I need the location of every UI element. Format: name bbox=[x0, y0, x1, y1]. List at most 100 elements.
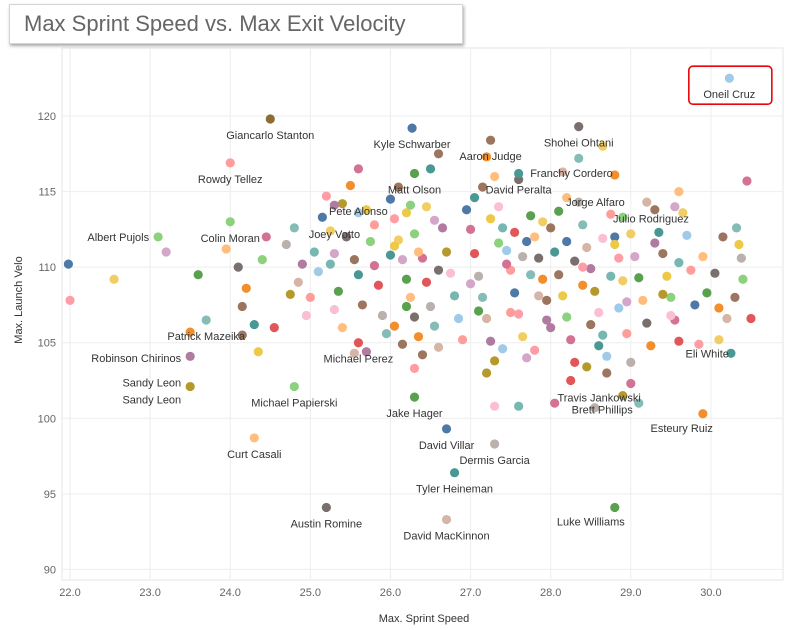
data-point bbox=[477, 292, 488, 302]
data-point bbox=[578, 262, 588, 272]
point-label: Travis Jankowski bbox=[557, 393, 640, 405]
x-tick-label: 23.0 bbox=[139, 587, 160, 599]
data-point bbox=[630, 251, 640, 262]
point-label: David MacKinnon bbox=[403, 531, 489, 543]
data-point bbox=[481, 313, 492, 324]
point-label: Dermis Garcia bbox=[459, 455, 530, 467]
data-point bbox=[550, 247, 560, 257]
data-point bbox=[538, 217, 548, 227]
data-point bbox=[305, 292, 315, 302]
labeled-point bbox=[407, 123, 417, 133]
point-label: Luke Williams bbox=[557, 516, 625, 528]
data-point bbox=[546, 223, 556, 233]
data-point bbox=[510, 227, 520, 237]
data-point bbox=[610, 232, 620, 242]
data-point bbox=[397, 254, 408, 265]
data-point bbox=[602, 368, 612, 378]
data-point bbox=[249, 319, 259, 330]
labeled-point bbox=[409, 392, 420, 402]
data-point bbox=[417, 350, 428, 360]
data-point bbox=[441, 247, 452, 257]
data-point bbox=[590, 403, 600, 413]
labeled-point bbox=[610, 170, 620, 180]
data-point bbox=[658, 248, 668, 259]
x-tick-label: 22.0 bbox=[59, 587, 80, 599]
data-point bbox=[341, 232, 351, 242]
data-point bbox=[109, 274, 119, 284]
data-point bbox=[405, 200, 416, 210]
data-point bbox=[634, 398, 644, 408]
data-point bbox=[425, 301, 436, 312]
data-point bbox=[301, 310, 311, 321]
data-point bbox=[614, 303, 624, 313]
data-point bbox=[221, 244, 231, 254]
data-point bbox=[63, 259, 74, 269]
data-point bbox=[425, 164, 436, 174]
data-point bbox=[297, 259, 307, 269]
data-point bbox=[506, 307, 516, 318]
point-label: Michael Perez bbox=[324, 354, 394, 366]
data-point bbox=[514, 309, 524, 319]
point-label: Patrick Mazeika bbox=[167, 331, 246, 343]
data-point bbox=[365, 236, 376, 247]
data-point bbox=[461, 205, 472, 215]
data-point bbox=[590, 286, 600, 296]
data-point bbox=[490, 171, 500, 182]
data-point bbox=[253, 347, 263, 357]
data-point bbox=[401, 208, 412, 218]
point-label: Shohei Ohtani bbox=[544, 138, 614, 150]
data-point bbox=[289, 223, 299, 233]
data-point bbox=[361, 347, 372, 357]
data-point bbox=[469, 193, 480, 203]
data-point bbox=[646, 341, 656, 351]
data-point bbox=[610, 239, 620, 250]
data-point bbox=[389, 241, 400, 251]
point-labels: Oneil Cruz Giancarlo Stanton Kyle Schwarbe… bbox=[87, 89, 755, 542]
data-point bbox=[357, 300, 368, 310]
x-tick-label: 25.0 bbox=[300, 587, 321, 599]
gridlines bbox=[61, 47, 784, 581]
data-points bbox=[63, 73, 756, 525]
point-label: Tyler Heineman bbox=[416, 484, 493, 496]
data-point bbox=[313, 267, 323, 277]
data-point bbox=[686, 265, 696, 275]
data-point bbox=[618, 276, 628, 286]
data-point bbox=[642, 318, 652, 328]
data-point bbox=[546, 323, 556, 333]
data-point bbox=[650, 238, 660, 248]
data-point bbox=[233, 262, 243, 272]
x-tick-label: 26.0 bbox=[380, 587, 401, 599]
data-point bbox=[317, 212, 327, 222]
point-label: Jorge Alfaro bbox=[566, 197, 625, 209]
data-point bbox=[682, 230, 692, 241]
data-point bbox=[502, 259, 512, 269]
labeled-point bbox=[353, 164, 364, 174]
y-axis-ticks: 90 95 100 105 110 115 120 bbox=[38, 111, 56, 576]
data-point bbox=[626, 229, 636, 239]
chart-title: Max Sprint Speed vs. Max Exit Velocity bbox=[24, 11, 406, 36]
data-point bbox=[678, 208, 688, 218]
data-point bbox=[558, 291, 568, 301]
labeled-point bbox=[441, 514, 452, 525]
data-point bbox=[674, 336, 684, 346]
x-tick-label: 27.0 bbox=[460, 587, 481, 599]
data-point bbox=[666, 292, 676, 302]
data-point bbox=[710, 268, 720, 278]
data-point bbox=[257, 254, 267, 265]
point-label: Julio Rodriguez bbox=[613, 214, 689, 226]
data-point bbox=[662, 271, 672, 281]
labeled-point bbox=[321, 502, 331, 513]
x-tick-label: 29.0 bbox=[620, 587, 641, 599]
data-point bbox=[309, 247, 319, 257]
data-point bbox=[329, 248, 339, 259]
data-point bbox=[409, 312, 420, 322]
data-point bbox=[457, 335, 468, 345]
data-point bbox=[433, 149, 444, 159]
data-point bbox=[542, 295, 552, 305]
data-point bbox=[381, 329, 392, 339]
data-point bbox=[285, 289, 295, 299]
data-point bbox=[337, 323, 347, 333]
labeled-point bbox=[225, 217, 235, 227]
data-point bbox=[670, 202, 680, 212]
labeled-point bbox=[490, 439, 500, 449]
